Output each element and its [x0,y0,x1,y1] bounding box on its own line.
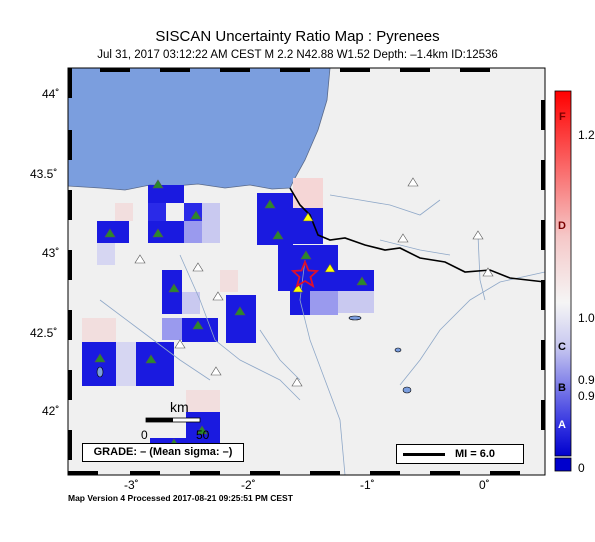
map-border-ticks [68,68,545,475]
uncertainty-cells [82,178,374,458]
scale-min: 0 [141,428,148,442]
lat-label: 44˚ [42,87,60,101]
lon-label: 0˚ [479,478,490,492]
mi-line-icon [403,453,445,456]
mi-legend: MI = 6.0 [396,444,524,464]
sea-area [68,68,331,191]
epicenter-star-icon [290,259,320,288]
colorbar-letter: C [558,341,566,353]
mi-label: MI = 6.0 [455,448,496,460]
colorbar-number: 0.9 [578,389,595,403]
scale-bar [145,417,201,423]
grade-box: GRADE: – (Mean sigma: –) [82,443,244,462]
rivers [99,194,545,475]
lon-label: -3˚ [124,478,139,492]
lon-label: -1˚ [360,478,375,492]
lon-label: -2˚ [241,478,256,492]
event-info: Jul 31, 2017 03:12:22 AM CEST M 2.2 N42.… [97,49,498,61]
lake [402,386,412,394]
border-line [289,187,545,283]
map-title: SISCAN Uncertainty Ratio Map : Pyrenees [155,28,440,45]
stations [94,177,494,448]
lake [348,315,362,321]
colorbar-number: 1.0 [578,311,595,325]
colorbar [554,90,572,457]
colorbar-number: 1.2 [578,128,595,142]
colorbar-letter: A [558,419,566,431]
lat-label: 42.5˚ [30,326,58,340]
colorbar-letter: F [559,111,566,123]
colorbar-letter: B [558,382,566,394]
colorbar-number: 0 [578,461,585,475]
lake [394,347,402,353]
scale-unit: km [170,399,189,415]
scale-max: 50 [196,428,210,442]
lat-label: 43.5˚ [30,167,58,181]
colorbar-zero-swatch [554,457,572,472]
lat-label: 42˚ [42,404,60,418]
lat-label: 43˚ [42,246,60,260]
processing-footer: Map Version 4 Processed 2017-08-21 09:25… [68,493,293,503]
colorbar-number: 0.9 [578,373,595,387]
lake [96,366,104,378]
colorbar-letter: D [558,220,566,232]
